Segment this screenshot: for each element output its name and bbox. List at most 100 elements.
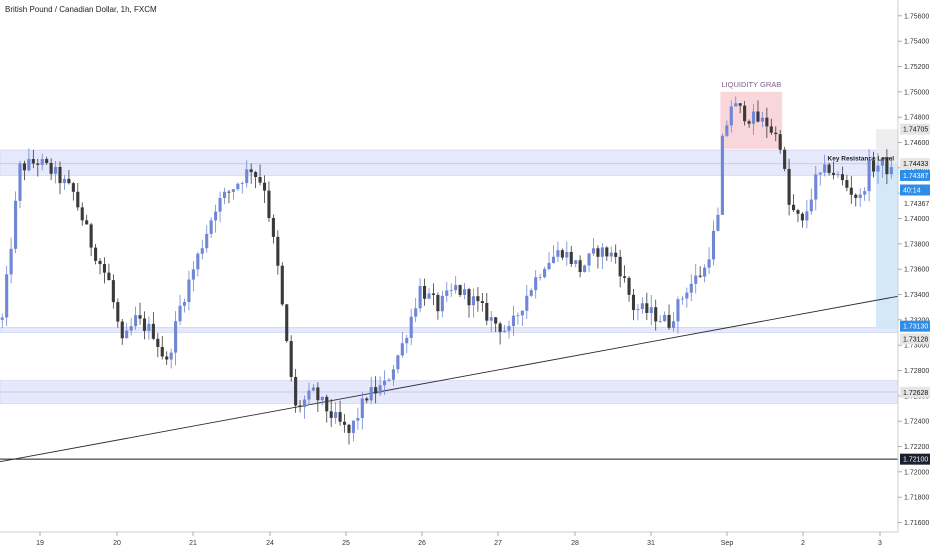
candle-body [245, 169, 249, 184]
candle-body [134, 315, 138, 327]
target-below-badge: 1.73128 [903, 336, 928, 343]
x-tick-label: 25 [342, 540, 350, 547]
candle-body [325, 396, 329, 412]
y-tick-label: 1.72000 [904, 469, 929, 476]
countdown-badge-bg [900, 184, 930, 196]
candle-body [142, 318, 147, 331]
candle-body [609, 252, 613, 257]
candle-body [809, 199, 813, 212]
support-zone-upper [0, 327, 899, 333]
candle-body [396, 355, 400, 370]
candle-body [640, 303, 644, 309]
candle-body [378, 385, 382, 394]
countdown-badge: 40:14 [903, 188, 921, 195]
resistance-zone [0, 149, 899, 176]
candle-body [676, 299, 680, 322]
candle-body [27, 159, 31, 171]
zone-low-badge: 1.72628 [903, 390, 928, 397]
candle-body [58, 166, 62, 184]
candle-body [31, 159, 35, 164]
y-tick-label: 1.73600 [904, 267, 929, 274]
candle-body [36, 163, 40, 165]
x-tick-label: 28 [571, 540, 579, 547]
candle-body [40, 159, 44, 165]
candle-body [254, 172, 258, 178]
candle-body [129, 326, 133, 331]
candle-body [783, 149, 787, 169]
candle-body [111, 280, 115, 303]
candle-body [187, 279, 191, 303]
candle-body [436, 294, 440, 312]
x-tick-label: 24 [266, 540, 274, 547]
candle-body [89, 224, 93, 248]
candle-body [231, 189, 235, 192]
candle-body [489, 317, 493, 321]
candle-body [316, 387, 320, 401]
y-tick-label: 1.72200 [904, 444, 929, 451]
candle-body [240, 183, 244, 184]
candle-body [329, 411, 333, 418]
candle-body [614, 252, 618, 257]
candle-body [738, 103, 742, 106]
candle-body [356, 418, 360, 421]
candle-body [14, 200, 18, 249]
candle-body [320, 396, 324, 401]
x-tick-label: 31 [647, 540, 655, 547]
x-tick-label: 26 [418, 540, 426, 547]
candle-body [689, 283, 693, 293]
candle-body [138, 315, 142, 319]
candle-body [191, 269, 195, 280]
candle-body [498, 323, 502, 332]
candle-body [307, 390, 311, 400]
candle-body [236, 183, 240, 190]
x-tick-label: 2 [801, 540, 805, 547]
candle-body [840, 174, 844, 181]
candle-body [551, 256, 556, 263]
candle-body [631, 294, 636, 310]
candle-body [85, 220, 89, 225]
candle-body [654, 307, 658, 322]
x-tick-label: 27 [494, 540, 502, 547]
candle-body [351, 420, 355, 433]
candle-body [218, 198, 222, 212]
candle-body [0, 317, 4, 320]
candle-body [400, 343, 404, 356]
candle-body [685, 292, 689, 299]
x-tick-label: 3 [878, 540, 882, 547]
candle-body [774, 132, 778, 135]
candle-body [480, 301, 484, 303]
y-tick-label: 1.71800 [904, 495, 929, 502]
candle-body [5, 274, 9, 318]
x-tick-label: Sep [721, 540, 734, 547]
candle-body [71, 183, 75, 192]
candle-body [22, 163, 27, 171]
candle-body [880, 157, 884, 166]
candle-body [827, 164, 831, 173]
candle-body [196, 253, 200, 270]
horizontal-price-badge-bg [900, 453, 930, 465]
y-tick-label: 1.74600 [904, 140, 929, 147]
candle-body [289, 341, 293, 377]
candle-body [271, 218, 275, 237]
candle-body [743, 105, 747, 122]
candle-body [80, 207, 84, 221]
candle-body [538, 277, 542, 278]
candle-body [769, 126, 773, 133]
candle-body [391, 369, 395, 380]
candle-body [658, 321, 662, 322]
candle-body [76, 191, 80, 208]
candle-body [800, 213, 804, 221]
candle-body [649, 307, 653, 313]
current-price-badge: 1.74387 [903, 173, 928, 180]
candle-body [302, 399, 307, 408]
liquidity-grab-box [720, 91, 783, 149]
candle-body [205, 233, 209, 249]
candle-body [338, 412, 342, 422]
liquidity-grab-label: LIQUIDITY GRAB [721, 80, 781, 89]
candle-body [818, 172, 822, 175]
candle-body [94, 247, 98, 261]
candle-body [102, 264, 107, 273]
candle-body [831, 172, 836, 175]
candle-body [751, 111, 756, 124]
